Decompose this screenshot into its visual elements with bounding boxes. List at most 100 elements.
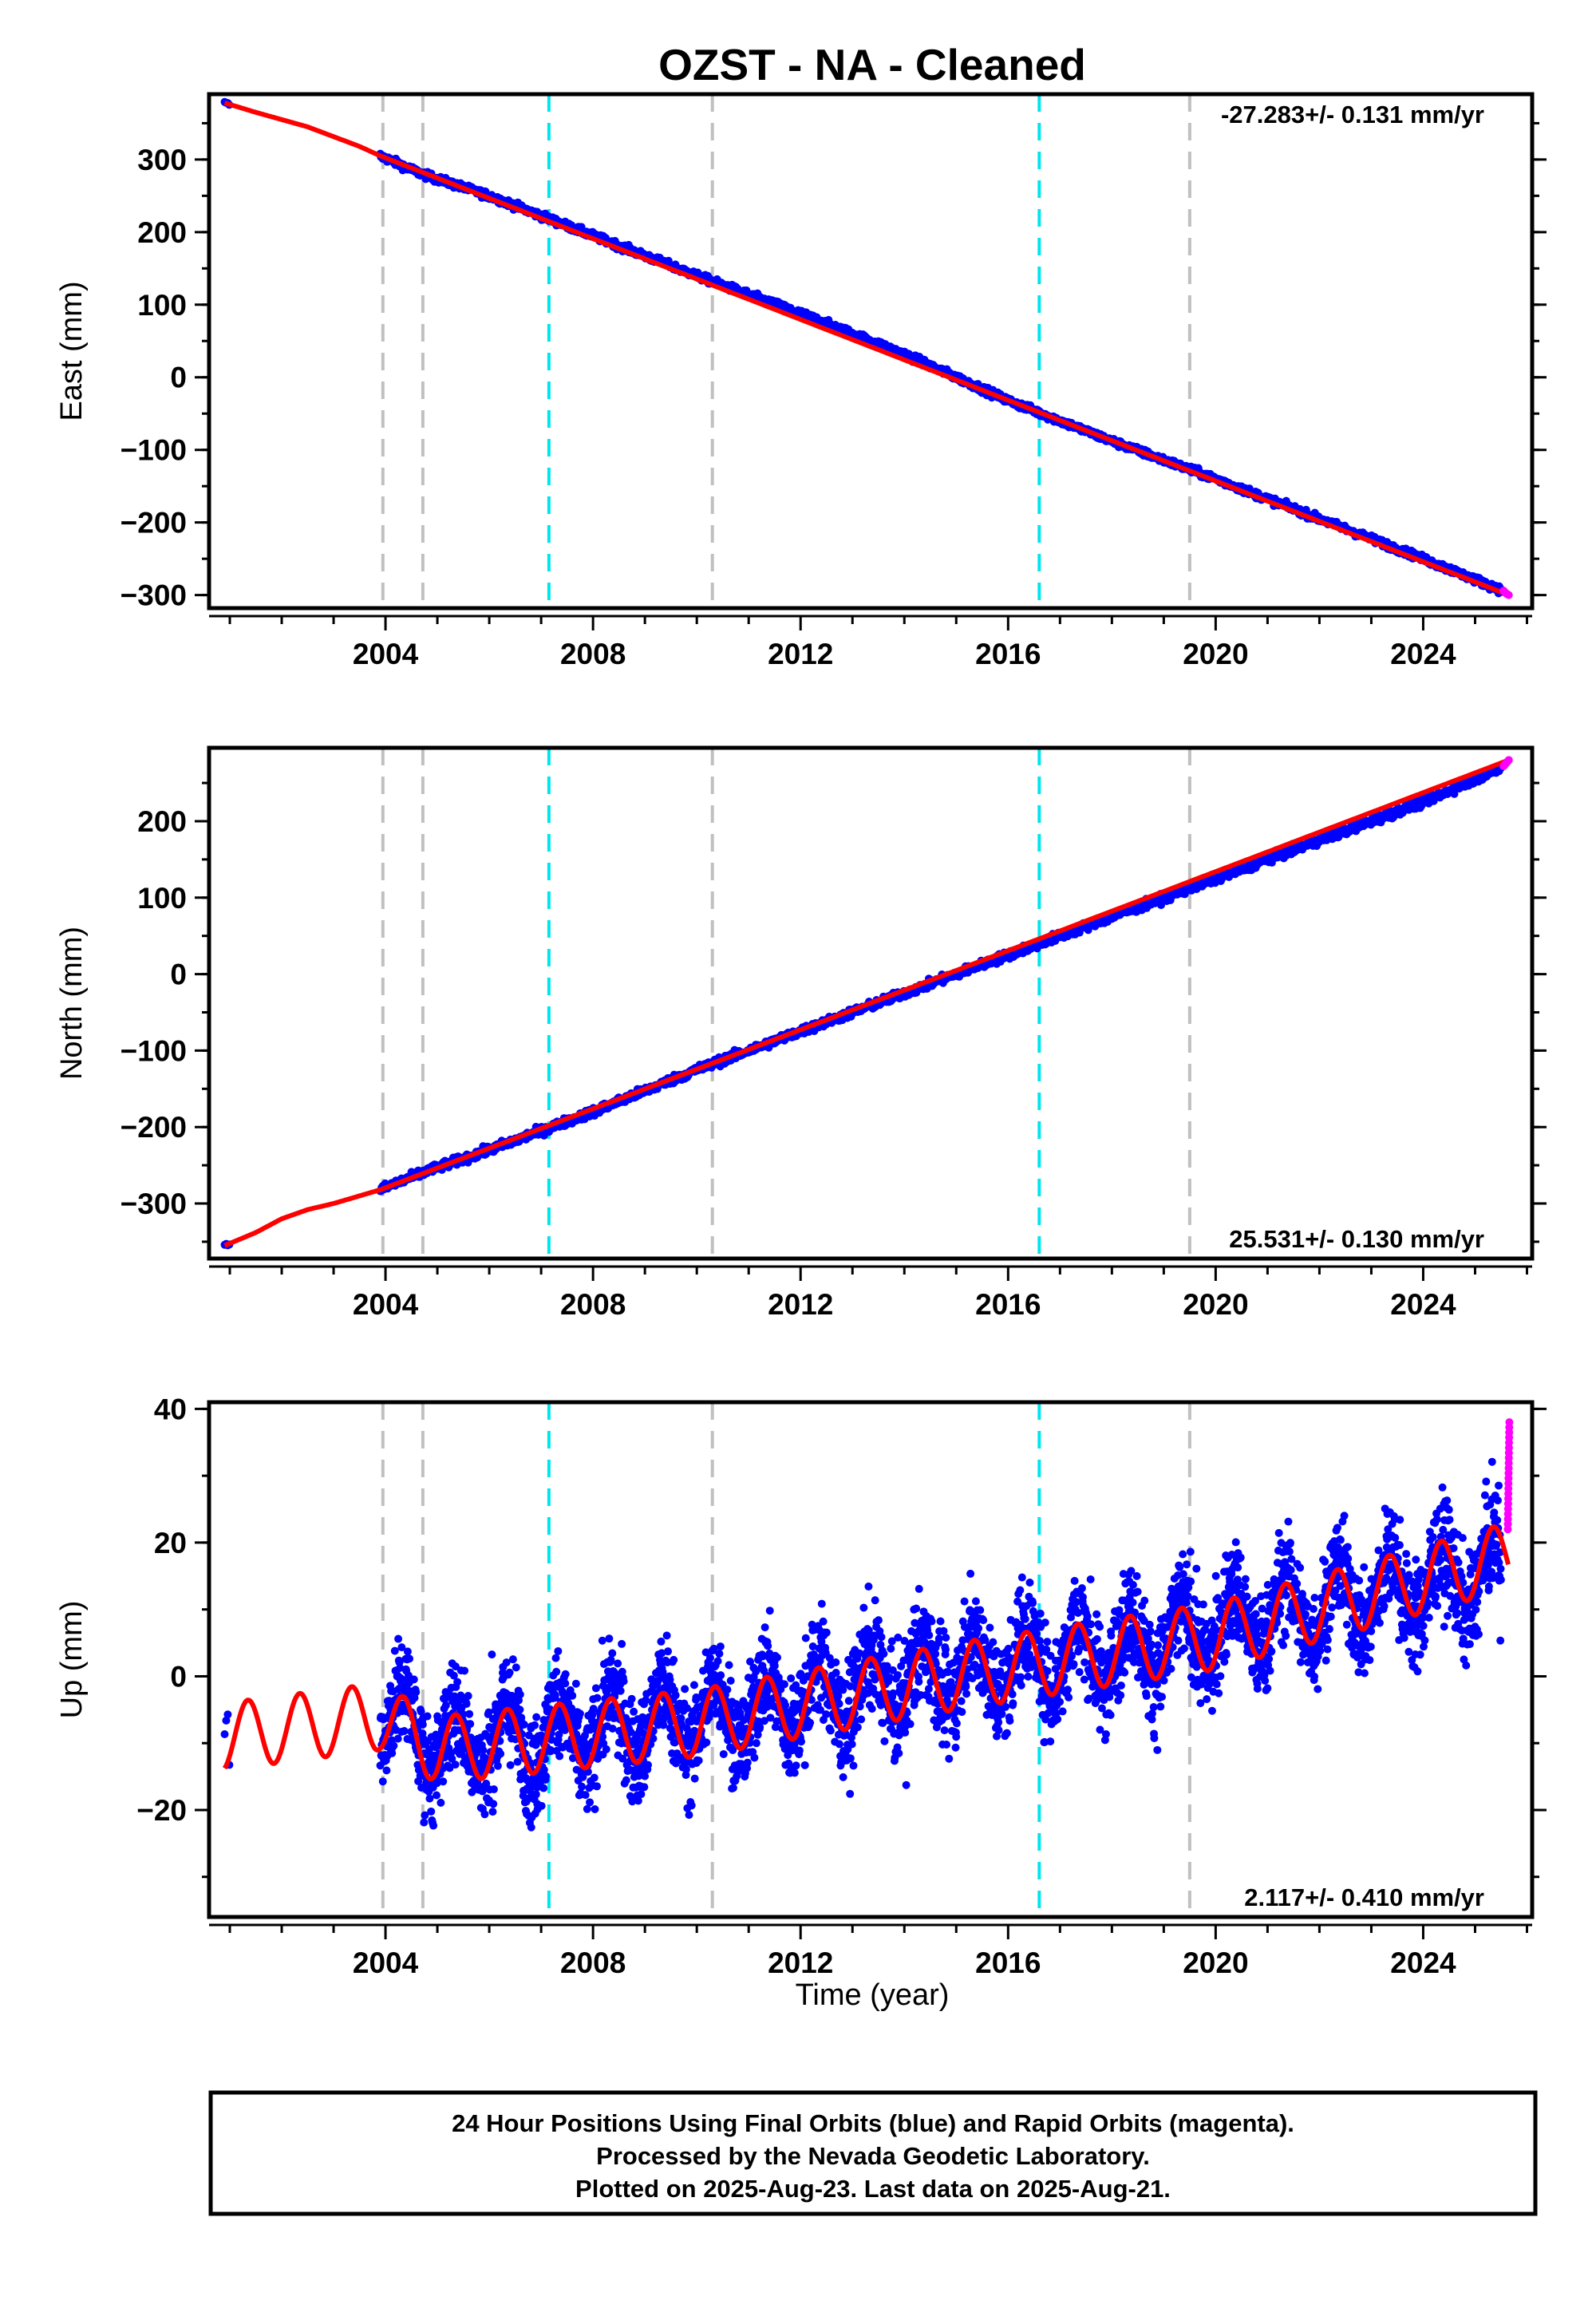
final-orbit-point (527, 1823, 535, 1832)
final-orbit-point (462, 1699, 471, 1708)
final-orbit-point (484, 1708, 493, 1717)
final-orbit-point (448, 1754, 456, 1763)
final-orbit-point (705, 1654, 714, 1662)
final-orbit-point (694, 1756, 703, 1765)
final-orbit-point (689, 1681, 698, 1690)
final-orbit-point (513, 1757, 522, 1766)
final-orbit-point (451, 1761, 460, 1769)
final-orbit-point (433, 1791, 441, 1800)
y-tick-label: −200 (120, 507, 187, 539)
final-orbit-point (429, 1821, 438, 1830)
final-orbit-point (453, 1678, 462, 1686)
y-tick-label: −100 (120, 1034, 187, 1067)
final-orbit-point (220, 1730, 229, 1739)
final-orbit-point (591, 1684, 600, 1693)
final-orbit-point (551, 1654, 560, 1662)
final-orbit-point (441, 1701, 450, 1710)
final-orbit-point (627, 1694, 636, 1703)
final-orbit-point (488, 1808, 497, 1816)
final-orbit-point (593, 1694, 602, 1702)
plot-area (220, 94, 1513, 608)
final-orbit-point (421, 1811, 429, 1820)
x-tick-label: 2008 (560, 638, 626, 670)
final-orbit-point (606, 1655, 615, 1664)
final-orbit-point (644, 1761, 653, 1769)
final-orbit-point (554, 1646, 563, 1655)
y-tick-label: 300 (137, 144, 187, 176)
final-orbit-point (397, 1643, 406, 1652)
final-orbit-point (539, 1765, 548, 1774)
final-orbit-point (616, 1686, 625, 1695)
final-orbit-point (701, 1648, 710, 1657)
final-orbit-point (598, 1636, 606, 1645)
final-orbit-point (420, 1818, 429, 1827)
final-orbit-point (502, 1658, 511, 1667)
y-tick-label: 200 (137, 216, 187, 249)
final-orbit-point (552, 1667, 561, 1676)
final-orbit-point (390, 1646, 399, 1655)
final-orbit-point (568, 1753, 577, 1762)
final-orbit-point (618, 1639, 626, 1648)
figure-title: OZST - NA - Cleaned (658, 40, 1086, 89)
final-orbit-point (666, 1675, 674, 1684)
final-orbit-point (433, 1779, 441, 1788)
final-orbit-point (591, 1804, 599, 1813)
final-orbit-point (541, 1772, 550, 1780)
final-orbit-point (681, 1685, 689, 1694)
y-tick-label: 100 (137, 882, 187, 915)
final-orbit-point (465, 1709, 474, 1718)
final-orbit-point (639, 1729, 648, 1737)
final-orbit-point (571, 1679, 580, 1688)
final-orbit-point (670, 1738, 679, 1747)
final-orbit-point (634, 1796, 642, 1805)
final-orbit-point (682, 1704, 691, 1713)
final-orbit-point (575, 1709, 584, 1718)
final-orbit-point (531, 1790, 540, 1799)
y-tick-label: −300 (120, 1188, 187, 1220)
rapid-orbit-point (1504, 591, 1513, 599)
x-tick-label: 2008 (560, 1288, 626, 1321)
final-orbit-point (590, 1773, 598, 1782)
final-orbit-point (464, 1691, 472, 1700)
final-orbit-point (547, 1747, 555, 1756)
final-orbit-point (1450, 789, 1459, 798)
final-orbit-point (672, 1759, 681, 1768)
final-orbit-point (394, 1634, 403, 1643)
y-tick-label: −200 (120, 1111, 187, 1144)
final-orbit-point (692, 1693, 701, 1701)
final-orbit-point (598, 1733, 607, 1741)
final-orbit-point (223, 1710, 232, 1719)
y-axis-label: East (mm) (55, 281, 89, 421)
final-orbit-point (449, 1671, 458, 1680)
x-tick-label: 2004 (353, 638, 419, 670)
final-orbit-point (618, 1667, 626, 1676)
final-orbit-point (482, 1779, 491, 1788)
final-orbit-point (628, 1797, 637, 1806)
final-orbit-point (637, 1790, 646, 1799)
final-orbit-point (479, 1745, 488, 1754)
final-orbit-point (709, 1644, 718, 1653)
model-fit-curve (223, 757, 1510, 1248)
final-orbit-point (561, 1679, 570, 1688)
final-orbit-point (480, 1810, 489, 1819)
final-orbit-point (641, 1772, 650, 1780)
x-tick-label: 2012 (768, 1288, 833, 1321)
x-tick-label: 2016 (975, 638, 1041, 670)
final-orbit-point (506, 1761, 515, 1769)
final-orbit-point (508, 1655, 517, 1664)
final-orbit-point (439, 1777, 448, 1786)
x-tick-label: 2020 (1183, 1288, 1248, 1321)
final-orbit-point (437, 1798, 445, 1807)
final-orbit-point (630, 1707, 638, 1716)
final-orbit-point (460, 1666, 469, 1675)
final-orbit-point (493, 1761, 502, 1770)
final-orbit-point (555, 1730, 563, 1739)
final-orbit-point (642, 1696, 650, 1705)
final-orbit-point (496, 1749, 505, 1758)
final-orbit-point (396, 1663, 405, 1672)
final-orbit-point (681, 1765, 690, 1774)
x-tick-label: 2004 (353, 1288, 419, 1321)
final-orbit-point (659, 1721, 668, 1729)
final-orbit-point (605, 1634, 614, 1643)
